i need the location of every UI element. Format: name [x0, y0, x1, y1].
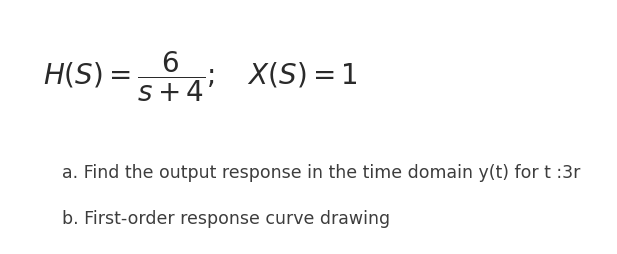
- Text: a. Find the output response in the time domain y(t) for t :3r: a. Find the output response in the time …: [62, 164, 580, 182]
- Text: b. First-order response curve drawing: b. First-order response curve drawing: [62, 210, 390, 227]
- Text: $H(S) = \dfrac{6}{s+4};\quad X(S) = 1$: $H(S) = \dfrac{6}{s+4};\quad X(S) = 1$: [43, 49, 358, 103]
